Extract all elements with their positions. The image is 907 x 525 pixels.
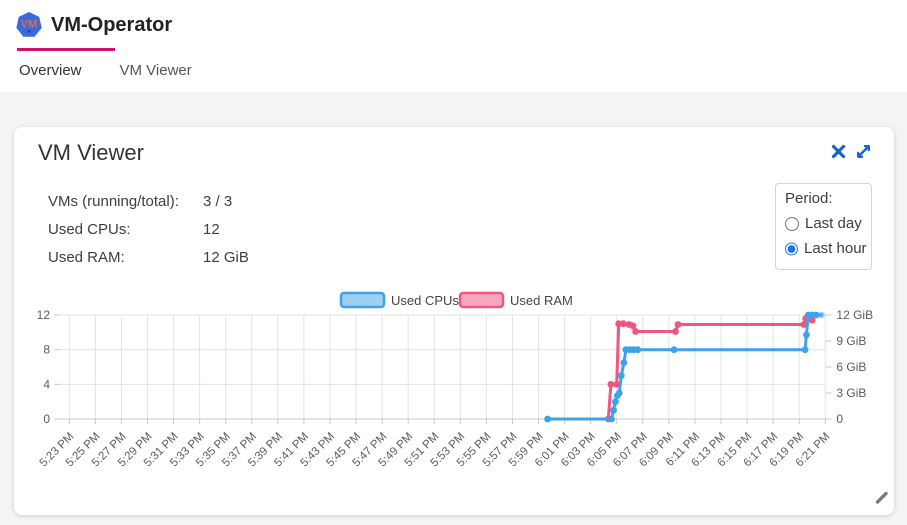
svg-text:12: 12 (37, 308, 51, 322)
radio-last-hour-label[interactable]: Last hour (804, 240, 867, 257)
svg-text:8: 8 (43, 343, 50, 357)
card-title: VM Viewer (38, 140, 144, 165)
stat-row-ram: Used RAM: 12 GiB (48, 243, 249, 271)
svg-text:12 GiB: 12 GiB (836, 308, 873, 322)
vm-viewer-card: VM Viewer VMs (running/total): 3 / 3 (14, 127, 894, 515)
legend-used-ram[interactable]: Used RAM (458, 291, 573, 309)
active-tab-indicator (17, 48, 115, 51)
svg-text:3 GiB: 3 GiB (836, 386, 866, 400)
legend-used-cpus[interactable]: Used CPUs (339, 291, 459, 309)
stat-row-cpus: Used CPUs: 12 (48, 215, 249, 243)
svg-text:0: 0 (836, 412, 843, 426)
series-used-ram (604, 315, 816, 423)
svg-text:4: 4 (43, 377, 50, 391)
stat-row-vms: VMs (running/total): 3 / 3 (48, 187, 249, 215)
tab-vm-viewer[interactable]: VM Viewer (119, 62, 192, 79)
stat-value: 12 GiB (203, 248, 249, 266)
svg-text:Used RAM: Used RAM (510, 293, 573, 308)
radio-row-last-hour: Last hour (785, 236, 867, 261)
radio-last-day[interactable] (785, 216, 799, 231)
close-button[interactable] (829, 142, 847, 160)
usage-chart-container[interactable]: 5:23 PM 5:25 PM 5:27 PM 5:29 PM 5:31 PM 5:33 … (14, 283, 894, 501)
radio-row-last-day: Last day (785, 211, 862, 236)
usage-chart[interactable]: 5:23 PM5:25 PM5:27 PM5:29 PM5:31 PM5:33 … (14, 283, 894, 501)
resize-grip-icon[interactable] (874, 489, 890, 505)
svg-text:6 GiB: 6 GiB (836, 360, 866, 374)
svg-text:0: 0 (43, 412, 50, 426)
radio-last-hour[interactable] (785, 241, 798, 256)
app-title: VM-Operator (51, 13, 173, 36)
svg-text:Used CPUs: Used CPUs (391, 293, 459, 308)
series-used-cpus (544, 311, 825, 423)
stat-label: VMs (running/total): (48, 192, 179, 210)
stat-label: Used RAM: (48, 248, 125, 266)
svg-text:9 GiB: 9 GiB (836, 334, 866, 348)
tab-bar: Overview VM Viewer (0, 48, 907, 96)
vm-operator-logo-icon: VM (16, 12, 42, 37)
expand-button[interactable] (854, 142, 872, 160)
tab-overview[interactable]: Overview (19, 62, 82, 79)
stat-value: 3 / 3 (203, 192, 233, 210)
period-panel: Period: Last day Last hour (775, 183, 872, 270)
stat-value: 12 (203, 220, 220, 238)
stat-label: Used CPUs: (48, 220, 131, 238)
svg-text:VM: VM (21, 19, 38, 31)
page-content: VM Viewer VMs (running/total): 3 / 3 (0, 92, 907, 525)
close-icon (831, 144, 845, 158)
vm-stats: VMs (running/total): 3 / 3 Used CPUs: 12… (48, 187, 249, 271)
period-label: Period: (785, 190, 833, 207)
open-in-full-icon (856, 144, 870, 158)
radio-last-day-label[interactable]: Last day (805, 215, 862, 232)
app-header: VM VM-Operator (0, 0, 907, 50)
